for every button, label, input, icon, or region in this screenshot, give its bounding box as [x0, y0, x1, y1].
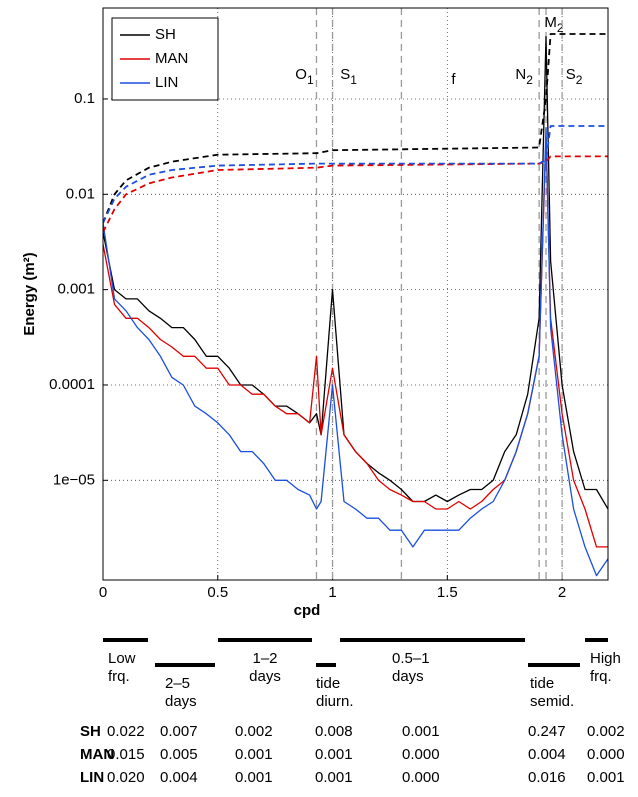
tide-label-name: O	[295, 66, 307, 83]
x-tick-label: 1	[328, 584, 336, 601]
band-label: frq.	[108, 668, 130, 685]
table-cell: 0.007	[160, 723, 198, 740]
x-tick-label: 1.5	[437, 584, 458, 601]
plot-area	[103, 8, 608, 580]
table-cell: 0.015	[107, 746, 145, 763]
legend-label: SH	[155, 26, 176, 43]
table-cell: 0.008	[315, 723, 353, 740]
tide-label: f	[451, 71, 456, 88]
cumulative-line	[103, 155, 608, 233]
cumulative-line	[103, 125, 608, 224]
table-cell: 0.247	[528, 723, 566, 740]
band-label: diurn.	[316, 693, 354, 710]
y-tick-label: 0.01	[66, 185, 95, 202]
tide-label-sub: 2	[526, 73, 533, 87]
table-cell: 0.004	[160, 769, 198, 786]
table-cell: 0.020	[107, 769, 145, 786]
y-tick-label: 0.1	[74, 90, 95, 107]
y-axis-label: Energy (m²)	[21, 252, 38, 335]
table-cell: 0.001	[315, 769, 353, 786]
tide-label: O1	[295, 66, 314, 87]
table-cell: 0.000	[402, 769, 440, 786]
table-cell: 0.001	[587, 769, 625, 786]
tide-label: S1	[340, 66, 357, 87]
table-cell: 0.001	[235, 746, 273, 763]
table-cell: 0.001	[402, 723, 440, 740]
tide-label-name: N	[515, 66, 526, 83]
table-cell: 0.001	[235, 769, 273, 786]
band-label: frq.	[590, 668, 612, 685]
table-cell: 0.002	[587, 723, 625, 740]
x-tick-label: 0	[99, 584, 107, 601]
table-cell: 0.016	[528, 769, 566, 786]
tide-label-sub: 2	[576, 73, 583, 87]
x-tick-label: 0.5	[207, 584, 228, 601]
band-label: 0.5–1	[392, 650, 430, 667]
plot-frame	[102, 7, 609, 581]
tide-label: S2	[566, 66, 583, 87]
band-label: days	[392, 668, 424, 685]
tide-label-sub: 1	[350, 73, 357, 87]
tide-label: N2	[515, 66, 533, 87]
y-tick-label: 0.0001	[49, 376, 95, 393]
y-tick-label: 1e−05	[53, 471, 95, 488]
cumulative-line	[103, 33, 608, 224]
tide-label-sub: 1	[307, 73, 314, 87]
band-label: Low	[108, 650, 136, 667]
band-label: days	[165, 693, 197, 710]
tide-label-sub: 2	[557, 21, 564, 35]
table-cell: 0.004	[528, 746, 566, 763]
band-label: days	[249, 668, 281, 685]
tide-label-name: S	[340, 66, 350, 83]
table-cell: 0.002	[235, 723, 273, 740]
band-label: High	[590, 650, 621, 667]
band-label: 2–5	[165, 675, 190, 692]
table-cell: 0.000	[402, 746, 440, 763]
tide-label: M2	[544, 14, 564, 35]
x-axis-label: cpd	[294, 602, 321, 619]
table-cell: 0.022	[107, 723, 145, 740]
row-name: LIN	[80, 769, 104, 786]
row-name: MAN	[80, 746, 114, 763]
tide-label-name: f	[451, 71, 456, 88]
table-cell: 0.000	[587, 746, 625, 763]
spectrum-line	[103, 127, 608, 577]
tide-label-name: S	[566, 66, 576, 83]
y-tick-label: 0.001	[57, 281, 95, 298]
row-name: SH	[80, 723, 101, 740]
band-label: semid.	[530, 693, 574, 710]
table-cell: 0.005	[160, 746, 198, 763]
band-label: 1–2	[252, 650, 277, 667]
series-group	[103, 33, 608, 577]
table-cell: 0.001	[315, 746, 353, 763]
legend-label: MAN	[155, 50, 188, 67]
x-tick-label: 2	[558, 584, 566, 601]
legend-label: LIN	[155, 74, 178, 91]
band-label: tide	[316, 675, 340, 692]
tide-label-name: M	[544, 14, 557, 31]
band-label: tide	[530, 675, 554, 692]
